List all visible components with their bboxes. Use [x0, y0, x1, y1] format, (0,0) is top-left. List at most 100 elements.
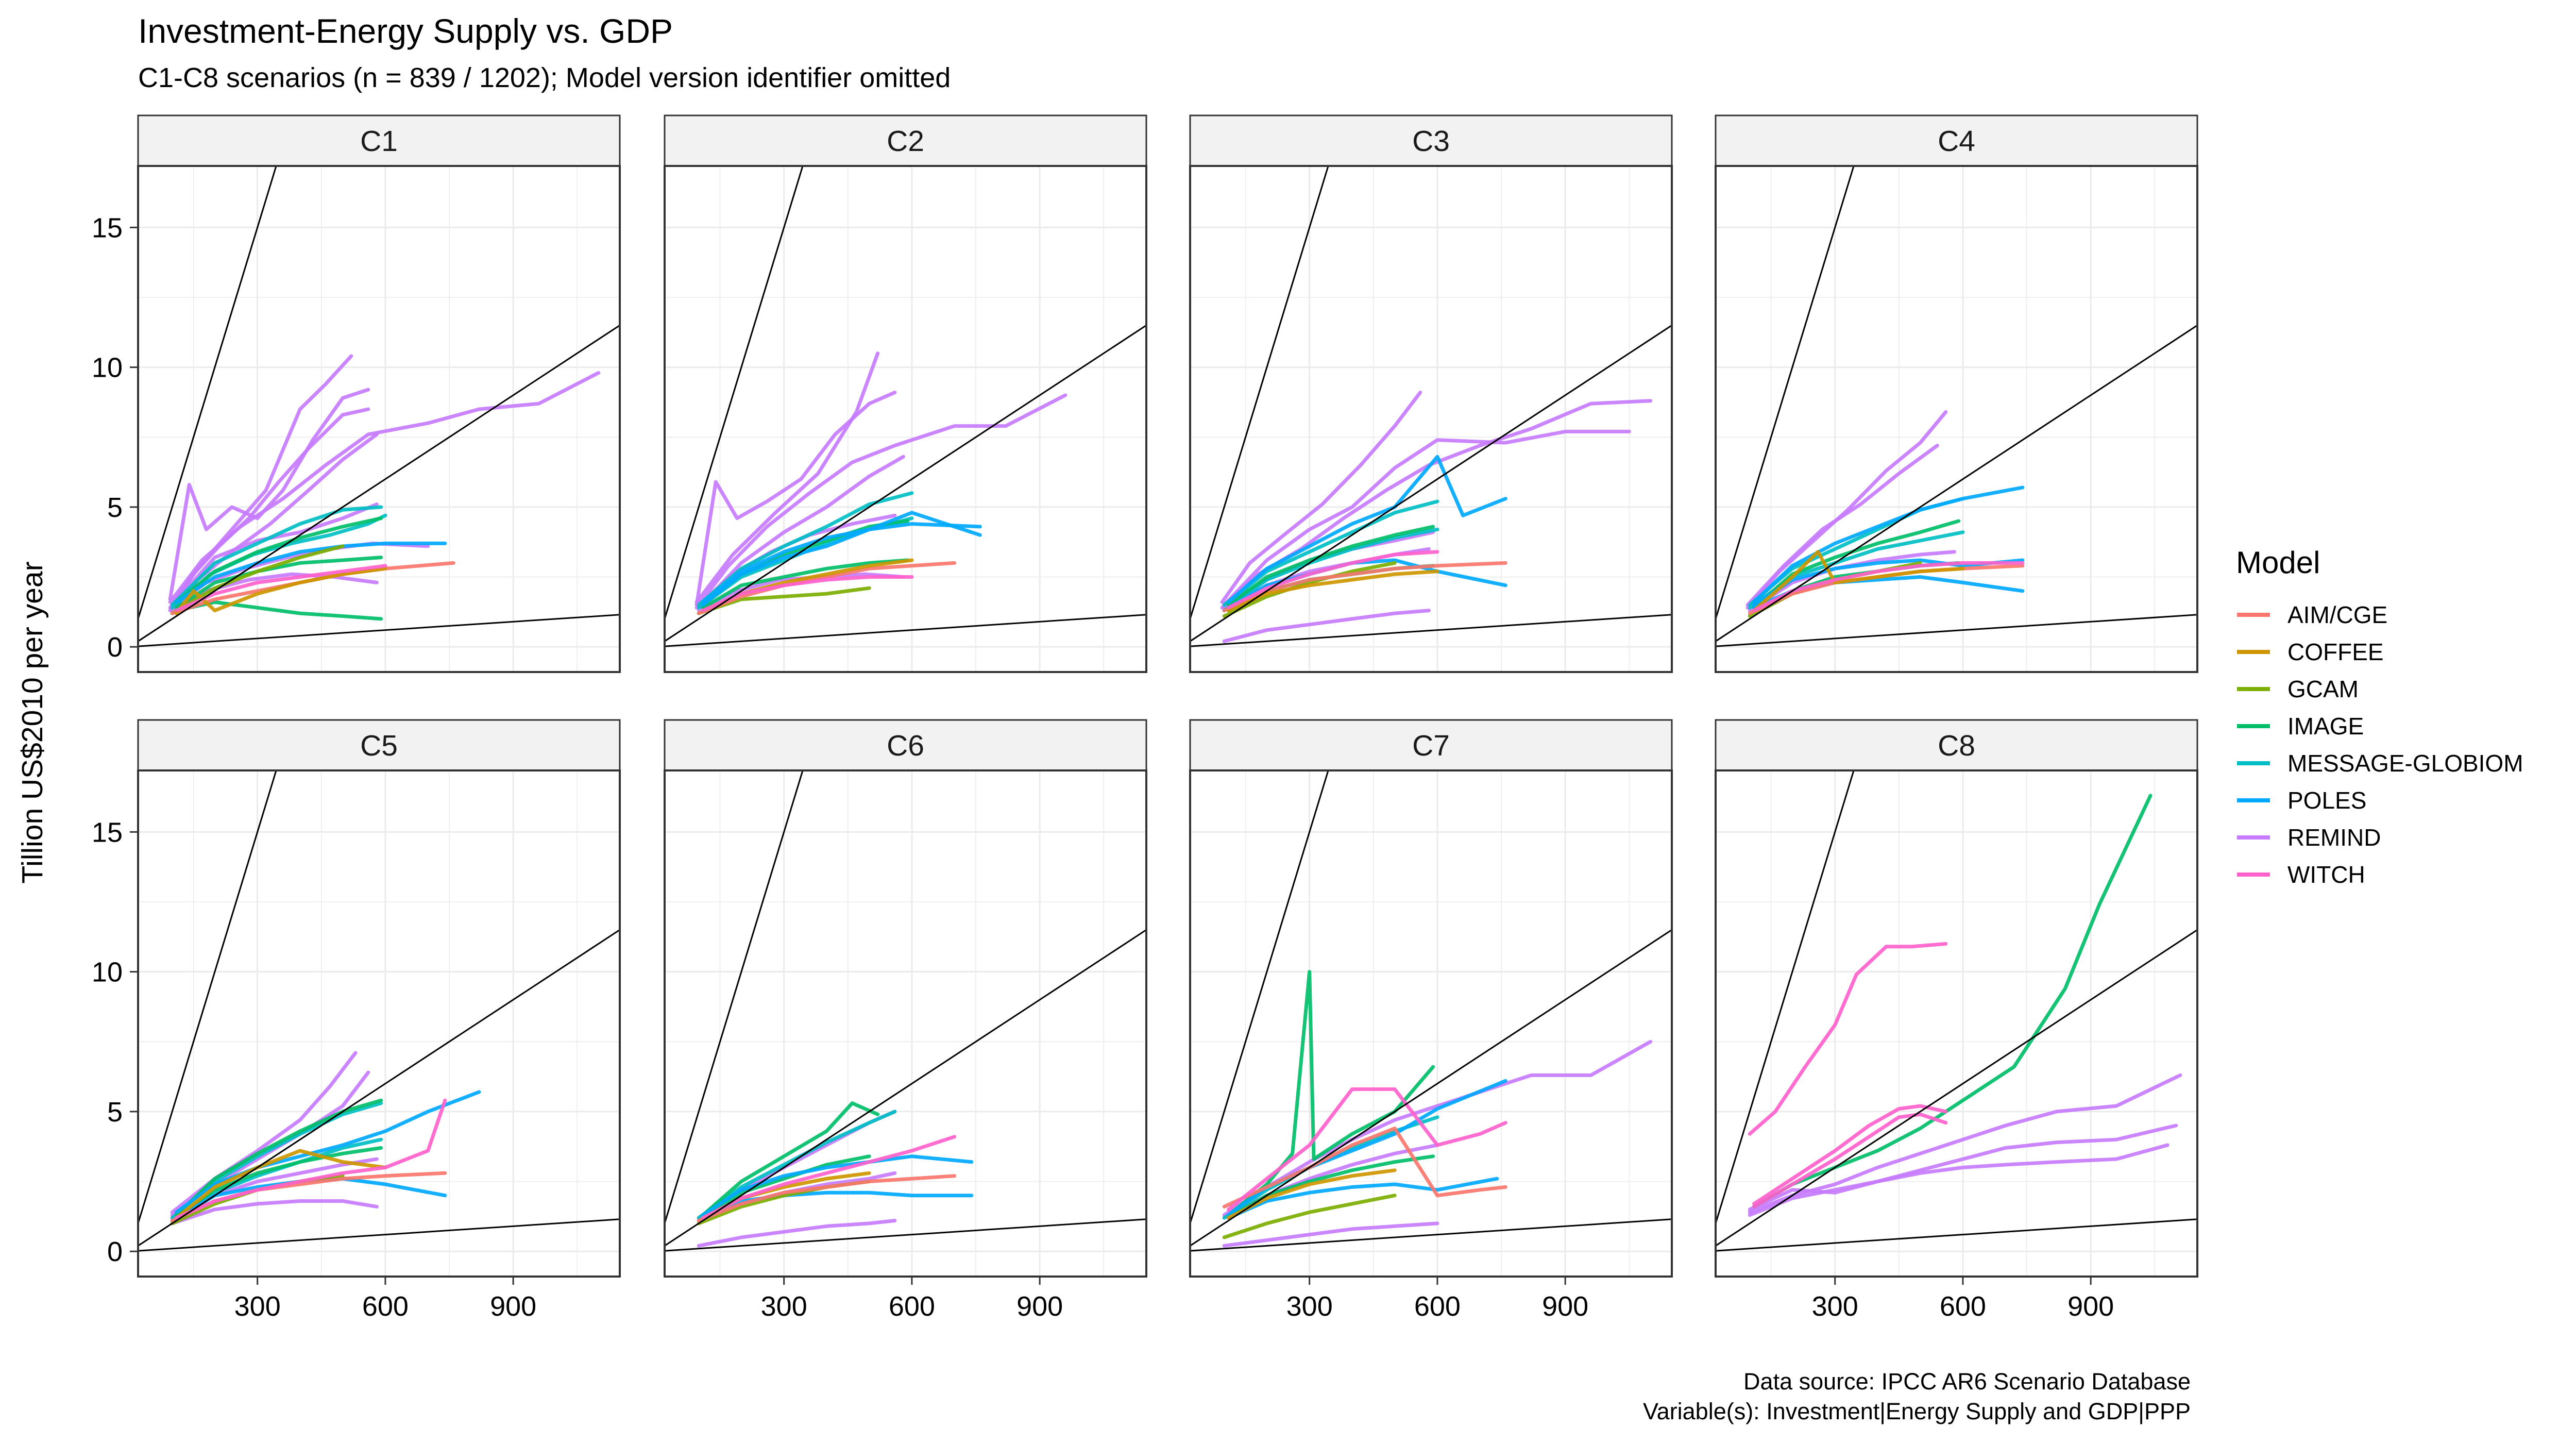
facet-panel-c8: C8 300 600 900 — [1715, 719, 2198, 1322]
series-line-remind — [1220, 391, 1422, 604]
series-line-poles — [1752, 558, 2025, 607]
legend-label: GCAM — [2287, 676, 2359, 702]
panel-border — [1189, 165, 1673, 673]
series-line-remind — [1222, 609, 1431, 643]
panel-border — [1715, 769, 2198, 1278]
panel-border — [137, 165, 621, 673]
y-axis-label: Tillion US$2010 per year — [16, 561, 49, 883]
reference-lines — [138, 166, 620, 647]
facet-strip — [664, 719, 1147, 771]
x-tick-label: 600 — [889, 1291, 935, 1322]
series-line-remind — [168, 371, 601, 604]
series-line-witch — [701, 1135, 957, 1220]
reference-lines — [1190, 166, 1672, 647]
series-line-image — [175, 1098, 383, 1217]
series-line-witch — [175, 1098, 447, 1220]
series-line-witch — [175, 564, 387, 613]
panel-background — [1716, 770, 2197, 1277]
panel-background — [138, 770, 620, 1277]
x-tick-label: 300 — [761, 1291, 807, 1322]
reference-line — [1190, 1218, 1672, 1252]
reference-lines — [1716, 770, 2197, 1252]
series-line-gcam — [1222, 561, 1397, 618]
reference-line — [665, 324, 1146, 642]
facet-strip-label: C4 — [1938, 125, 1975, 158]
reference-line — [665, 614, 1146, 647]
panel-border — [1189, 769, 1673, 1278]
reference-line — [138, 166, 277, 619]
facet-strip — [1189, 719, 1673, 771]
legend-label: MESSAGE-GLOBIOM — [2287, 750, 2523, 777]
chart-subtitle: C1-C8 scenarios (n = 839 / 1202); Model … — [138, 62, 951, 93]
legend-item: AIM/CGE — [2237, 601, 2387, 628]
series-group — [170, 1051, 481, 1226]
facet-strip — [664, 114, 1147, 167]
data-source-caption: Data source: IPCC AR6 Scenario Database … — [1643, 1367, 2191, 1427]
x-tick-label: 900 — [2067, 1291, 2114, 1322]
reference-line — [1190, 324, 1672, 642]
facet-panel-c2: C2 — [664, 114, 1147, 673]
series-line-witch — [1227, 1087, 1507, 1212]
reference-lines — [1716, 166, 2197, 647]
series-line-poles — [701, 1154, 974, 1217]
series-line-image — [701, 558, 910, 610]
facet-panel-c1: C1 0 5 10 15 — [92, 114, 621, 673]
x-tick-label: 300 — [234, 1291, 281, 1322]
series-group — [1220, 391, 1653, 643]
series-line-witch — [1752, 1112, 1948, 1209]
series-line-remind — [1748, 1143, 2170, 1217]
reference-line — [1716, 614, 2197, 647]
series-line-remind — [1748, 1073, 2182, 1214]
x-tick-label: 600 — [1940, 1291, 1986, 1322]
series-line-image — [701, 1101, 880, 1217]
series-line-coffee — [1752, 550, 1965, 613]
y-tick-label: 5 — [107, 492, 123, 523]
reference-line — [138, 1218, 620, 1252]
facet-panel-c6: C6 300 600 900 — [664, 719, 1147, 1322]
legend-item: COFFEE — [2237, 639, 2384, 665]
reference-line — [1716, 324, 2197, 642]
series-line-aim-cge — [1222, 1127, 1507, 1209]
series-line-poles — [175, 541, 447, 604]
series-line-witch — [1227, 550, 1439, 610]
series-line-remind — [1745, 444, 1939, 607]
reference-line — [1190, 770, 1329, 1224]
reference-line — [1716, 770, 1855, 1224]
facet-strip-label: C5 — [360, 729, 398, 762]
series-line-remind — [170, 1199, 379, 1226]
legend-item: POLES — [2237, 787, 2366, 814]
reference-line — [665, 166, 804, 619]
reference-line — [138, 770, 277, 1224]
facet-strip-label: C3 — [1412, 125, 1450, 158]
series-line-message-globiom — [1222, 527, 1439, 613]
legend-label: COFFEE — [2287, 639, 2384, 665]
series-line-image — [175, 516, 383, 604]
series-line-coffee — [175, 1149, 387, 1220]
series-group — [697, 1101, 974, 1248]
reference-line — [138, 929, 620, 1247]
series-line-message-globiom — [170, 505, 383, 607]
x-tick-label: 900 — [490, 1291, 536, 1322]
series-line-remind — [170, 502, 379, 607]
series-group — [168, 354, 601, 621]
series-line-remind — [694, 391, 897, 607]
y-tick-label: 15 — [92, 817, 123, 848]
reference-line — [138, 324, 620, 642]
x-tick-label: 900 — [1016, 1291, 1063, 1322]
panel-border — [1715, 165, 2198, 673]
gridlines — [1716, 166, 2197, 672]
series-line-witch — [701, 575, 914, 613]
y-tick-label: 10 — [92, 957, 123, 988]
reference-lines — [665, 770, 1146, 1252]
legend-item: WITCH — [2237, 861, 2365, 888]
series-line-poles — [1752, 485, 2025, 604]
legend: Model AIM/CGE COFFEE GCAM IMAGE MESSAGE-GLOBI… — [2236, 545, 2523, 888]
facet-strip — [1715, 719, 2198, 771]
facet-strip-label: C6 — [887, 729, 924, 762]
x-tick-label: 600 — [362, 1291, 409, 1322]
series-line-gcam — [1222, 1194, 1397, 1239]
series-line-image — [1227, 525, 1435, 607]
series-line-remind — [1222, 429, 1631, 607]
y-tick-label: 5 — [107, 1097, 123, 1128]
legend-item: MESSAGE-GLOBIOM — [2237, 750, 2523, 777]
